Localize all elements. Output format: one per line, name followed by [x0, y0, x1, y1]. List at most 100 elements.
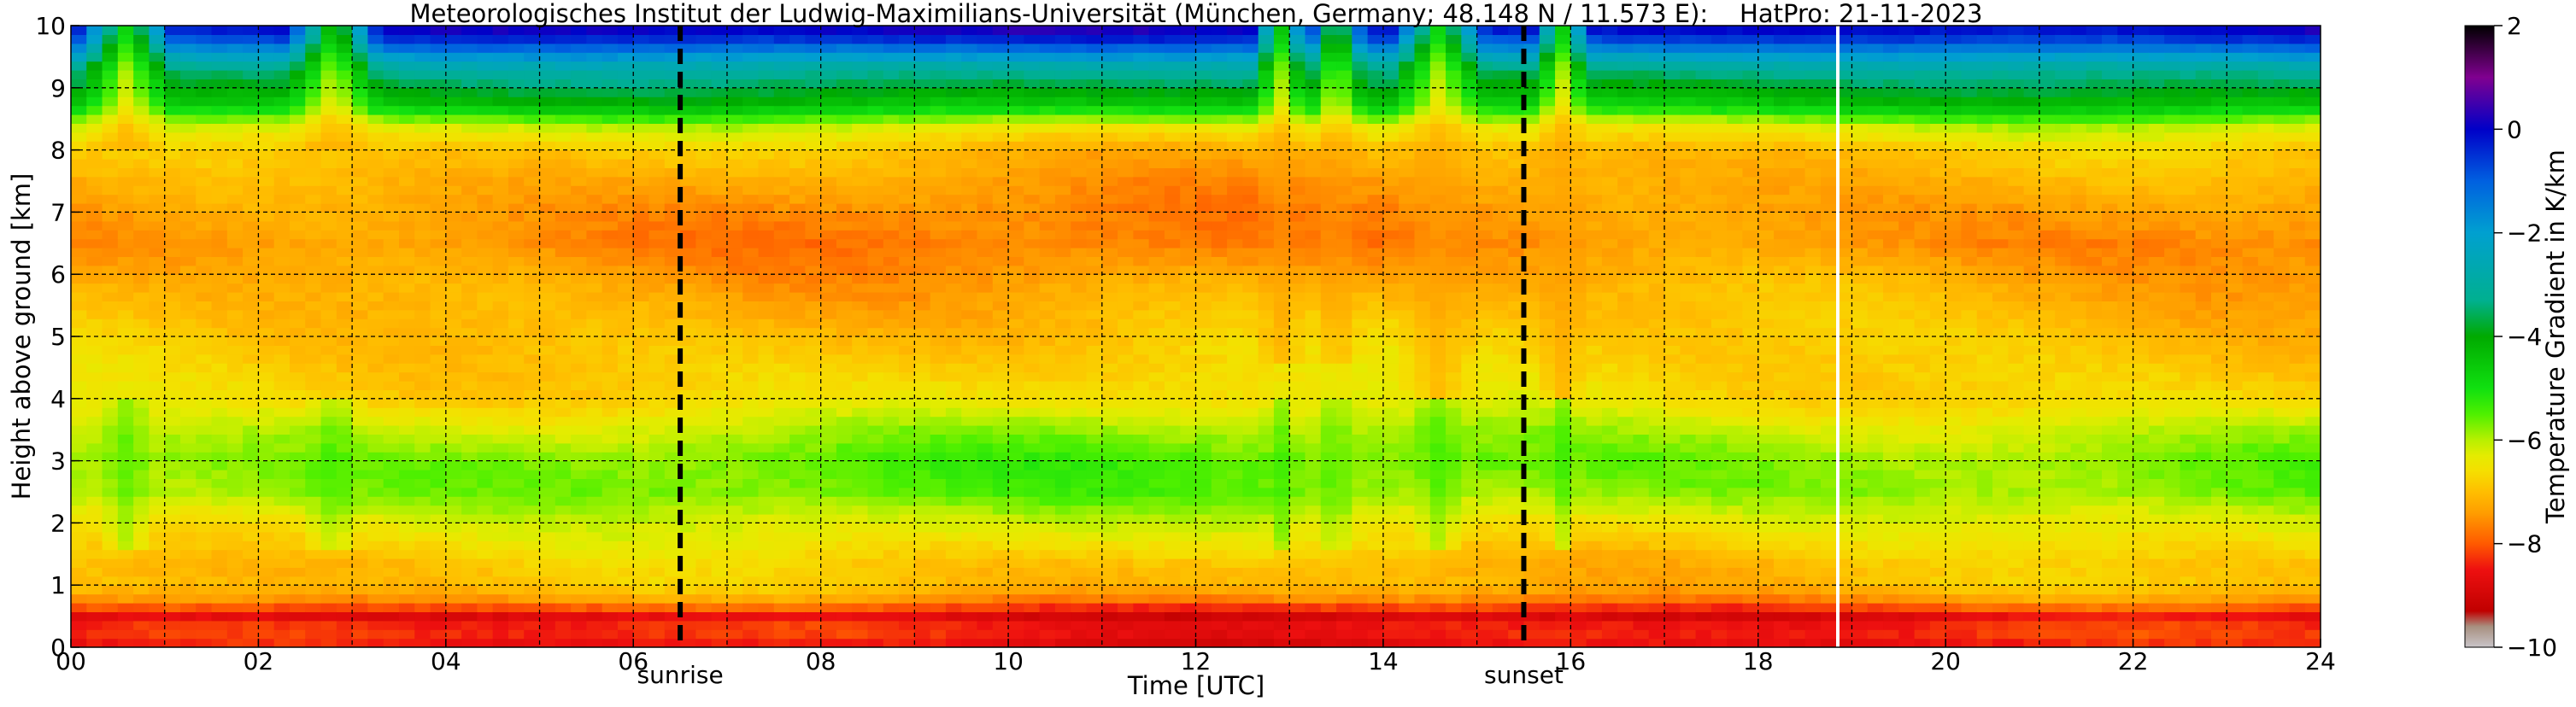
heatmap-cell — [71, 256, 87, 266]
heatmap-cell — [977, 629, 994, 639]
heatmap-cell — [852, 505, 868, 515]
heatmap-cell — [1133, 496, 1149, 505]
heatmap-cell — [149, 478, 165, 488]
heatmap-cell — [899, 185, 915, 195]
heatmap-cell — [212, 70, 228, 79]
heatmap-cell — [524, 540, 540, 550]
heatmap-cell — [993, 318, 1009, 328]
heatmap-cell — [1040, 248, 1056, 257]
heatmap-cell — [789, 363, 806, 372]
heatmap-cell — [524, 70, 540, 79]
heatmap-cell — [712, 159, 728, 168]
heatmap-cell — [165, 629, 181, 639]
heatmap-cell — [1149, 399, 1165, 408]
heatmap-cell — [118, 345, 134, 354]
heatmap-cell — [446, 310, 462, 319]
heatmap-cell — [71, 407, 87, 417]
heatmap-cell — [1118, 478, 1134, 488]
heatmap-cell — [461, 363, 478, 372]
heatmap-cell — [571, 44, 587, 53]
heatmap-cell — [805, 478, 821, 488]
heatmap-cell — [868, 478, 884, 488]
heatmap-cell — [461, 167, 478, 177]
heatmap-cell — [227, 248, 244, 257]
heatmap-cell — [977, 132, 994, 142]
heatmap-cell — [196, 629, 212, 639]
heatmap-cell — [789, 283, 806, 293]
heatmap-cell — [1071, 550, 1087, 559]
heatmap-cell — [384, 425, 400, 435]
heatmap-cell — [103, 185, 119, 195]
heatmap-cell — [1149, 44, 1165, 53]
heatmap-cell — [633, 532, 649, 541]
heatmap-cell — [759, 540, 775, 550]
heatmap-cell — [868, 585, 884, 594]
heatmap-cell — [227, 434, 244, 443]
heatmap-cell — [914, 177, 930, 186]
heatmap-cell — [1149, 159, 1165, 168]
heatmap-cell — [571, 363, 587, 372]
heatmap-cell — [118, 167, 134, 177]
heatmap-cell — [337, 461, 353, 470]
heatmap-cell — [71, 150, 87, 160]
heatmap-cell — [165, 470, 181, 479]
heatmap-cell — [742, 389, 759, 399]
heatmap-cell — [86, 61, 103, 71]
heatmap-cell — [821, 434, 837, 443]
heatmap-cell — [712, 381, 728, 390]
heatmap-cell — [86, 195, 103, 204]
heatmap-cell — [212, 629, 228, 639]
heatmap-cell — [165, 106, 181, 115]
heatmap-cell — [618, 505, 634, 515]
heatmap-cell — [836, 532, 853, 541]
heatmap-cell — [493, 434, 509, 443]
heatmap-cell — [555, 381, 572, 390]
heatmap-cell — [321, 558, 337, 568]
heatmap-cell — [1087, 558, 1103, 568]
heatmap-cell — [946, 452, 962, 461]
heatmap-cell — [446, 603, 462, 612]
heatmap-cell — [759, 381, 775, 390]
heatmap-cell — [431, 629, 447, 639]
heatmap-cell — [414, 266, 431, 275]
heatmap-cell — [118, 150, 134, 160]
heatmap-cell — [431, 611, 447, 621]
heatmap-cell — [367, 239, 384, 248]
heatmap-cell — [540, 274, 556, 283]
heatmap-cell — [431, 328, 447, 337]
heatmap-cell — [946, 407, 962, 417]
heatmap-cell — [1118, 52, 1134, 61]
heatmap-cell — [290, 603, 306, 612]
heatmap-cell — [258, 532, 274, 541]
heatmap-cell — [1149, 639, 1165, 648]
heatmap-cell — [321, 274, 337, 283]
heatmap-cell — [149, 540, 165, 550]
heatmap-cell — [633, 585, 649, 594]
heatmap-cell — [868, 310, 884, 319]
heatmap-cell — [852, 88, 868, 97]
heatmap-cell — [1055, 407, 1071, 417]
heatmap-cell — [618, 470, 634, 479]
heatmap-cell — [868, 239, 884, 248]
heatmap-cell — [727, 389, 743, 399]
heatmap-cell — [431, 470, 447, 479]
heatmap-cell — [774, 488, 790, 497]
heatmap-cell — [930, 452, 947, 461]
heatmap-cell — [868, 318, 884, 328]
heatmap-cell — [446, 621, 462, 630]
heatmap-cell — [540, 256, 556, 266]
heatmap-cell — [461, 185, 478, 195]
heatmap-cell — [165, 221, 181, 231]
heatmap-cell — [446, 274, 462, 283]
heatmap-cell — [1165, 629, 1181, 639]
heatmap-cell — [321, 26, 337, 35]
heatmap-cell — [461, 611, 478, 621]
heatmap-cell — [618, 496, 634, 505]
heatmap-cell — [821, 292, 837, 301]
heatmap-cell — [649, 274, 666, 283]
heatmap-cell — [1133, 611, 1149, 621]
heatmap-cell — [71, 44, 87, 53]
heatmap-cell — [993, 540, 1009, 550]
heatmap-cell — [712, 540, 728, 550]
heatmap-cell — [337, 585, 353, 594]
